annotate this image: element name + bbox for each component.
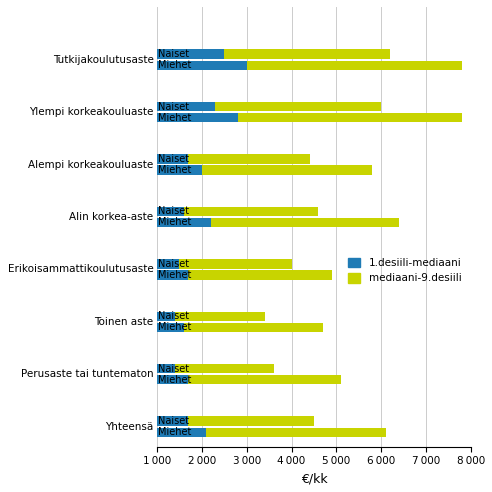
Text: Ylempi korkeakouluaste: Ylempi korkeakouluaste <box>29 107 154 117</box>
Bar <box>157 165 202 175</box>
Bar <box>188 417 314 426</box>
Bar <box>157 323 184 332</box>
Bar <box>175 364 274 373</box>
Bar <box>157 207 184 216</box>
Text: Naiset: Naiset <box>158 101 189 112</box>
Bar <box>157 375 188 384</box>
Bar <box>157 113 238 123</box>
Bar <box>157 102 215 111</box>
Bar <box>224 50 390 59</box>
Bar <box>157 428 206 437</box>
Bar <box>157 154 188 164</box>
Bar <box>157 50 224 59</box>
Text: Miehet: Miehet <box>158 270 192 280</box>
Bar <box>184 323 323 332</box>
Text: Yhteensä: Yhteensä <box>105 422 154 431</box>
Bar <box>184 207 318 216</box>
Bar <box>246 61 462 70</box>
Bar <box>202 165 372 175</box>
Bar <box>157 364 175 373</box>
Text: Alempi korkeakouluaste: Alempi korkeakouluaste <box>28 159 154 170</box>
Text: Erikoisammattikoulutusaste: Erikoisammattikoulutusaste <box>8 264 154 275</box>
Bar <box>157 417 188 426</box>
Bar <box>157 218 211 227</box>
Bar <box>157 311 175 321</box>
X-axis label: €/kk: €/kk <box>301 472 327 485</box>
Text: Miehet: Miehet <box>158 375 192 385</box>
Text: Miehet: Miehet <box>158 165 192 175</box>
Text: Naiset: Naiset <box>158 259 189 269</box>
Bar <box>211 218 399 227</box>
Bar <box>188 154 309 164</box>
Text: Naiset: Naiset <box>158 311 189 321</box>
Bar <box>157 61 246 70</box>
Bar <box>188 375 341 384</box>
Text: Miehet: Miehet <box>158 322 192 333</box>
Bar <box>188 270 332 279</box>
Bar <box>180 259 292 269</box>
Text: Naiset: Naiset <box>158 154 189 164</box>
Text: Toinen aste: Toinen aste <box>94 317 154 327</box>
Text: Miehet: Miehet <box>158 60 192 70</box>
Text: Perusaste tai tuntematon: Perusaste tai tuntematon <box>21 369 154 379</box>
Text: Miehet: Miehet <box>158 217 192 227</box>
Text: Alin korkea-aste: Alin korkea-aste <box>69 212 154 222</box>
Text: Miehet: Miehet <box>158 427 192 437</box>
Text: Miehet: Miehet <box>158 113 192 123</box>
Bar <box>175 311 265 321</box>
Bar <box>215 102 381 111</box>
Bar <box>206 428 386 437</box>
Bar <box>157 270 188 279</box>
Text: Naiset: Naiset <box>158 49 189 59</box>
Text: Naiset: Naiset <box>158 364 189 374</box>
Text: Naiset: Naiset <box>158 416 189 426</box>
Bar <box>157 259 180 269</box>
Bar <box>238 113 462 123</box>
Legend: 1.desiili-mediaani, mediaani-9.desiili: 1.desiili-mediaani, mediaani-9.desiili <box>344 254 466 288</box>
Text: Tutkijakoulutusaste: Tutkijakoulutusaste <box>53 55 154 64</box>
Text: Naiset: Naiset <box>158 207 189 216</box>
